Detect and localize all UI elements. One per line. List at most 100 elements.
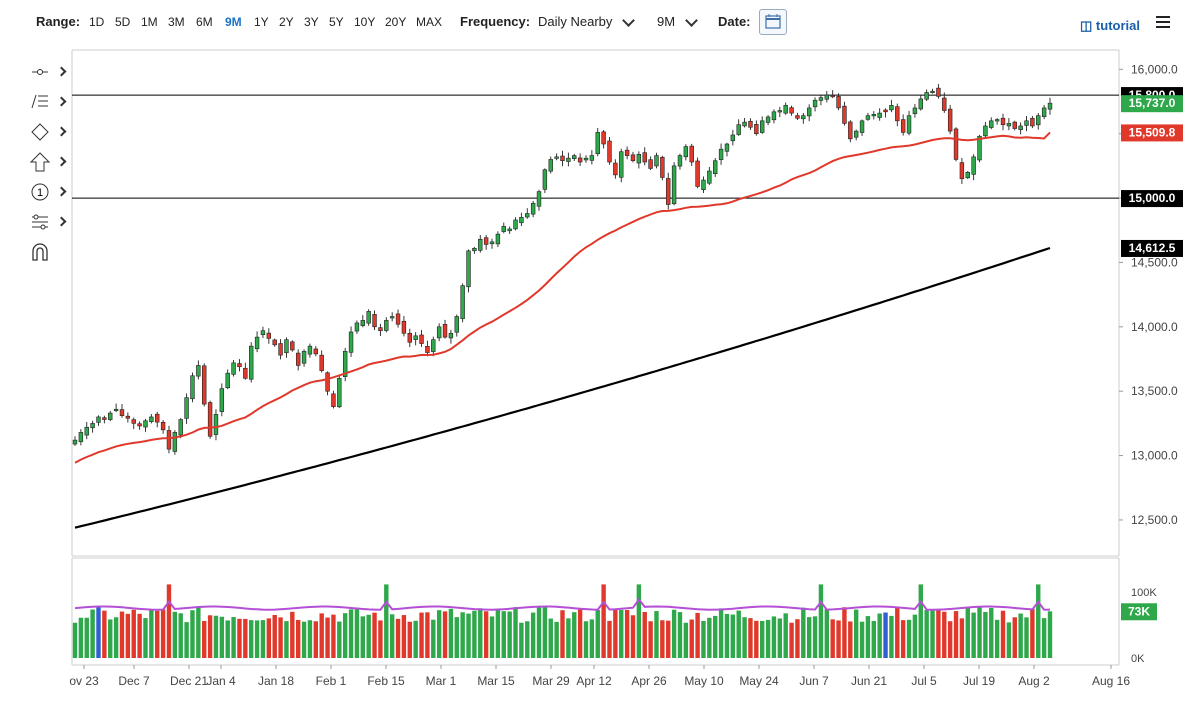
date-label: Date: xyxy=(718,14,751,29)
range-10y[interactable]: 10Y xyxy=(354,15,376,29)
period-select[interactable]: 9M xyxy=(657,14,676,29)
range-1m[interactable]: 1M xyxy=(141,15,158,29)
volume-bar xyxy=(630,615,636,658)
candle xyxy=(771,111,777,121)
candle xyxy=(108,412,113,420)
candle xyxy=(348,331,354,353)
volume-bar xyxy=(812,616,818,658)
volume-bar xyxy=(389,614,395,658)
candle xyxy=(507,228,512,232)
candle xyxy=(865,115,871,120)
range-1d[interactable]: 1D xyxy=(89,15,105,29)
range-5d[interactable]: 5D xyxy=(115,15,131,29)
volume-bar xyxy=(331,614,336,658)
volume-bar xyxy=(971,612,976,658)
range-2y[interactable]: 2Y xyxy=(279,15,294,29)
volume-bar xyxy=(742,617,747,658)
volume-bar xyxy=(90,609,95,658)
range-1y[interactable]: 1Y xyxy=(254,15,269,29)
volume-bar xyxy=(1041,618,1047,658)
volume-bar xyxy=(542,607,548,658)
volume-bar xyxy=(994,619,1000,658)
candle xyxy=(131,419,136,424)
range-20y[interactable]: 20Y xyxy=(385,15,407,29)
volume-bar xyxy=(207,615,213,658)
candle xyxy=(213,414,219,435)
volume-bar xyxy=(337,621,342,658)
volume-bar xyxy=(730,614,736,658)
last-price-label: 15,737.0 xyxy=(1129,96,1176,110)
candle xyxy=(971,156,976,175)
volume-bar xyxy=(830,619,835,658)
volume-bar xyxy=(425,612,430,658)
x-tick-label: May 24 xyxy=(739,674,779,688)
x-tick-label: ov 23 xyxy=(69,674,99,688)
volume-bar xyxy=(748,618,753,658)
candle xyxy=(689,145,694,163)
volume-bar xyxy=(865,616,871,658)
volume-bar xyxy=(636,584,642,658)
magnet-icon[interactable] xyxy=(26,241,70,263)
volume-bar xyxy=(777,618,783,658)
volume-bar xyxy=(319,613,324,658)
candle xyxy=(260,330,266,336)
volume-bar xyxy=(1006,622,1012,658)
volume-bar xyxy=(166,584,172,658)
volume-bar xyxy=(1024,617,1029,658)
number-tool-icon[interactable]: 1 xyxy=(26,181,70,203)
x-tick-label: May 10 xyxy=(684,674,724,688)
volume-bar xyxy=(113,617,119,658)
volume-bar xyxy=(78,617,84,658)
candle xyxy=(384,320,389,331)
volume-bar xyxy=(307,620,313,658)
candle xyxy=(155,413,160,423)
volume-bar xyxy=(295,619,301,658)
volume-bar xyxy=(354,607,360,658)
line-tool-icon[interactable] xyxy=(26,61,70,83)
tutorial-link[interactable]: ◫ tutorial xyxy=(1080,18,1140,34)
volume-bar xyxy=(149,609,154,658)
candle xyxy=(178,419,183,436)
hamburger-menu-icon[interactable] xyxy=(1156,16,1170,31)
candle xyxy=(853,130,859,138)
arrow-tool-icon[interactable] xyxy=(26,151,70,173)
candle xyxy=(818,97,824,101)
range-5y[interactable]: 5Y xyxy=(329,15,344,29)
candle xyxy=(619,151,624,178)
volume-bar xyxy=(936,610,941,658)
volume-bar xyxy=(889,615,894,658)
shape-tool-icon[interactable] xyxy=(26,121,70,143)
candle xyxy=(237,363,242,368)
volume-bar xyxy=(548,618,553,658)
volume-bar xyxy=(877,613,882,658)
frequency-select[interactable]: Daily Nearby xyxy=(538,14,613,29)
volume-bar xyxy=(701,620,706,658)
candle xyxy=(736,124,741,135)
volume-bar xyxy=(977,607,982,658)
candle xyxy=(783,105,788,114)
candle xyxy=(407,332,412,343)
candle xyxy=(724,143,730,152)
range-max[interactable]: MAX xyxy=(416,15,443,29)
candle xyxy=(1006,123,1012,127)
range-9m[interactable]: 9M xyxy=(225,15,242,29)
range-3m[interactable]: 3M xyxy=(168,15,185,29)
tutorial-label: tutorial xyxy=(1095,18,1140,33)
volume-bar xyxy=(231,617,236,658)
candle xyxy=(389,316,395,319)
fib-tool-icon[interactable] xyxy=(26,91,70,113)
candle xyxy=(789,107,794,114)
volume-bar xyxy=(900,620,906,658)
volume-bar xyxy=(953,611,959,658)
volume-bar xyxy=(801,607,806,658)
level-label-box xyxy=(1121,190,1183,208)
range-3y[interactable]: 3Y xyxy=(304,15,319,29)
volume-last-label: 73K xyxy=(1128,604,1150,618)
calendar-icon[interactable] xyxy=(759,9,787,35)
measure-tool-icon[interactable] xyxy=(26,211,70,233)
range-6m[interactable]: 6M xyxy=(196,15,213,29)
volume-last-box xyxy=(1121,603,1157,621)
candle xyxy=(583,157,589,161)
chart-toolbar: Range: 1D 5D 1M 3M 6M 9M 1Y 2Y 3Y 5Y 10Y… xyxy=(0,0,1188,44)
